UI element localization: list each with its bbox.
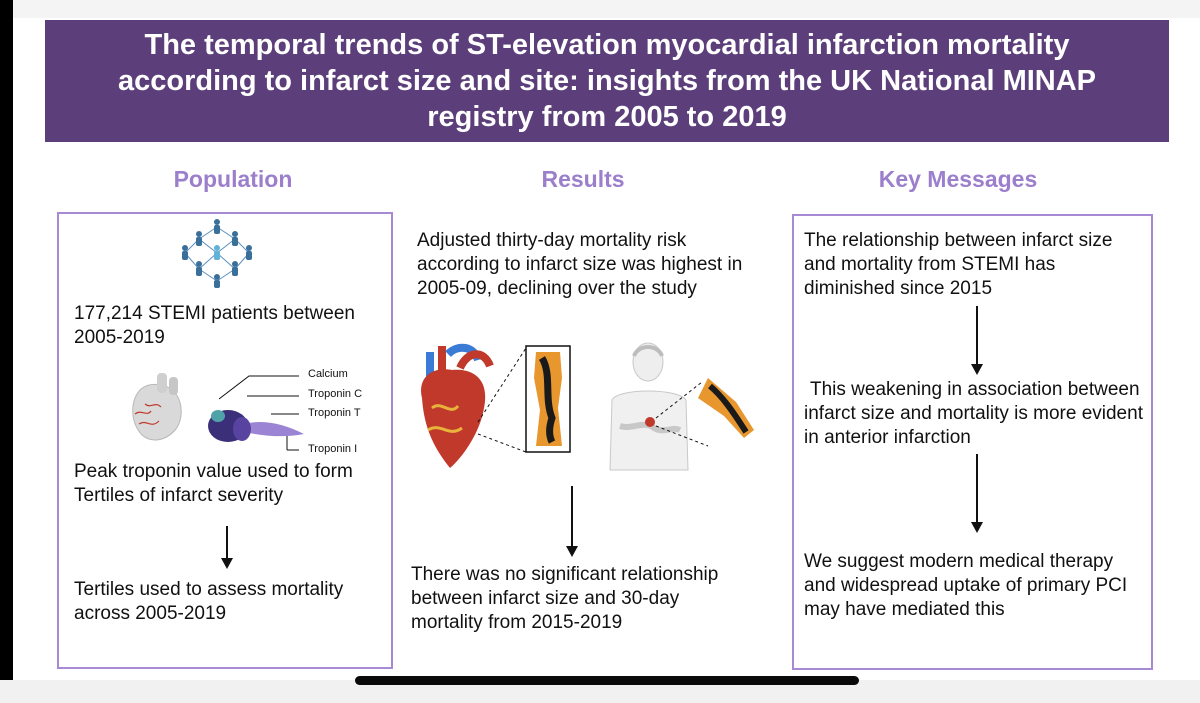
bottom-bar xyxy=(0,680,1200,703)
results-arrow-head xyxy=(566,546,578,557)
population-arrow-line xyxy=(226,526,228,560)
label-calcium: Calcium xyxy=(308,368,348,380)
key-messages-heading: Key Messages xyxy=(878,166,1038,192)
population-panel: 177,214 STEMI patients between 2005-2019… xyxy=(57,212,393,669)
label-troponin-i: Troponin I xyxy=(308,443,358,455)
key-arrow-line-1 xyxy=(976,306,978,366)
population-text-troponin: Peak troponin value used to form Tertile… xyxy=(74,461,353,506)
label-connectors xyxy=(219,375,299,451)
title-banner: The temporal trends of ST-elevation myoc… xyxy=(45,20,1169,142)
key-messages-panel: The relationship between infarct size an… xyxy=(792,214,1153,670)
key-text-weakening: This weakening in association between in… xyxy=(804,379,1143,448)
results-heading: Results xyxy=(541,166,625,192)
key-text-relationship: The relationship between infarct size an… xyxy=(804,230,1113,299)
top-bar xyxy=(0,0,1200,18)
population-text-tertiles: Tertiles used to assess mortality across… xyxy=(74,579,344,624)
results-arrow-line xyxy=(571,486,573,548)
left-edge xyxy=(0,0,13,680)
people-network-icon xyxy=(182,219,252,288)
label-troponin-c: Troponin C xyxy=(308,388,363,400)
key-arrow-head-1 xyxy=(971,364,983,375)
population-arrow-head xyxy=(221,558,233,569)
results-text-adjusted: Adjusted thirty-day mortality risk accor… xyxy=(417,230,743,299)
key-arrow-line-2 xyxy=(976,454,978,524)
page-title: The temporal trends of ST-elevation myoc… xyxy=(117,29,1097,133)
patient-chest-pain-icon xyxy=(609,342,754,471)
heart-icon xyxy=(132,373,182,441)
results-text-no-relationship: There was no significant relationship be… xyxy=(411,564,719,633)
key-text-suggest: We suggest modern medical therapy and wi… xyxy=(804,551,1128,620)
key-arrow-head-2 xyxy=(971,522,983,533)
population-heading: Population xyxy=(173,166,293,192)
population-text-patients: 177,214 STEMI patients between 2005-2019 xyxy=(74,303,355,348)
troponin-complex-icon xyxy=(208,410,304,442)
heart-artery-icon xyxy=(421,343,571,468)
home-indicator[interactable] xyxy=(355,676,859,685)
label-troponin-t: Troponin T xyxy=(308,407,361,419)
